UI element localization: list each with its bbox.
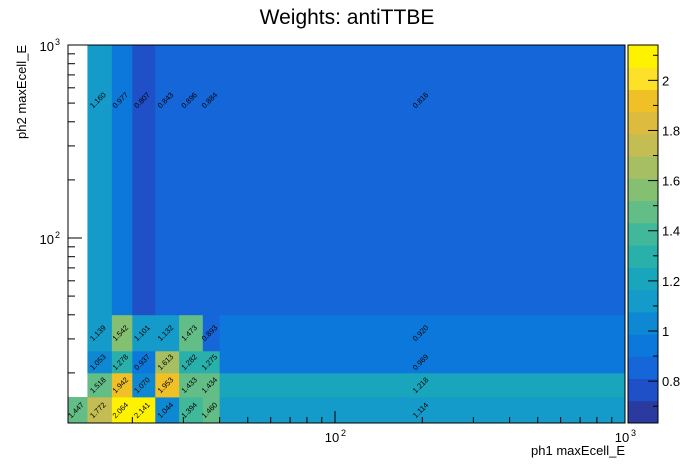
heatmap-cell [219,372,626,398]
heatmap-cell [132,45,156,316]
cell-value-label: 1.138 [0,0,9,2]
colorbar-band [628,67,658,90]
heatmap-cell [179,314,204,352]
y-tick-exponent: 3 [55,37,60,47]
heatmap-cell [132,350,156,374]
heatmap-cell [202,45,221,316]
cell-value-label: 0.633 [0,0,9,2]
y-tick-label: 10 [40,232,54,247]
heatmap-cell [155,314,180,352]
x-tick-exponent: 3 [631,428,636,438]
colorbar-band [628,245,658,268]
heatmap-cell [179,350,204,374]
colorbar [628,45,658,424]
heatmap-cell [132,372,156,398]
y-tick-exponent: 2 [55,230,60,240]
colorbar-band [628,89,658,113]
heatmap-cell [202,350,221,374]
heatmap-cell [179,372,204,398]
y-tick-label: 10 [40,39,54,54]
colorbar-tick-label: 1.6 [662,174,680,189]
x-tick-exponent: 2 [341,428,346,438]
colorbar-band [628,222,658,246]
cell-value-label: 1.462 [0,0,9,2]
heatmap-cell [132,314,156,352]
heatmap-cell [111,314,133,352]
heatmap-cell [111,45,133,316]
colorbar-ticks: 0.8 1 1.2 1.4 1.6 1.8 2 [648,54,680,407]
heatmap-cell [179,45,204,316]
heatmap-cell [87,372,113,398]
colorbar-band [628,200,658,224]
cell-value-label: 0.920 [0,0,9,2]
heatmap-cell [219,45,626,316]
colorbar-band [628,267,658,291]
heatmap-cell [202,372,221,398]
chart-title: Weights: antiTTBE [260,6,435,29]
heatmap-cell [111,350,133,374]
cell-value-label: 0.815 [0,0,9,2]
x-axis-ticks: 10 2 10 3 [131,411,636,445]
heatmap-cell [87,314,113,352]
colorbar-tick-label: 1.4 [662,224,680,239]
colorbar-band [628,289,658,313]
cell-value-label: 1.320 [0,0,9,2]
colorbar-band [628,311,658,335]
heatmap-cells [68,45,626,424]
heatmap-cell [219,314,626,352]
colorbar-band [628,378,658,402]
heatmap-cell [68,397,88,424]
colorbar-band [628,400,658,424]
colorbar-tick-label: 0.8 [662,374,680,389]
colorbar-band [628,111,658,135]
heatmap-cell [155,397,180,424]
colorbar-tick-label: 1 [662,324,669,339]
cell-value-label: 0.760 [0,0,9,2]
colorbar-band [628,156,658,179]
cell-value-label: 0.862 [0,0,9,2]
heatmap-cell [111,397,133,424]
heatmap-cell [87,45,113,316]
plot-frame [67,44,626,424]
heatmap-cell [202,397,221,424]
heatmap-cell [202,314,221,352]
x-tick-label: 10 [615,430,629,445]
heatmap-cell [155,350,180,374]
colorbar-tick-label: 1.8 [662,123,680,138]
colorbar-band [628,133,658,157]
heatmap-cell [87,397,113,424]
heatmap-cell [111,372,133,398]
colorbar-band [628,45,658,68]
colorbar-band [628,356,658,380]
colorbar-band [628,334,658,357]
x-tick-label: 10 [325,430,339,445]
y-axis-label: ph2 maxEcell_E [14,45,29,139]
colorbar-band [628,178,658,202]
x-axis-label: ph1 maxEcell_E [531,443,625,458]
heatmap-cell [132,397,156,424]
colorbar-tick-label: 1.2 [662,274,680,289]
heatmap-cell [155,372,180,398]
colorbar-tick-label: 2 [662,73,669,88]
colorbar-frame [627,44,659,424]
heatmap-cell [219,350,626,374]
heatmap-cell [155,45,180,316]
heatmap-cell [87,350,113,374]
